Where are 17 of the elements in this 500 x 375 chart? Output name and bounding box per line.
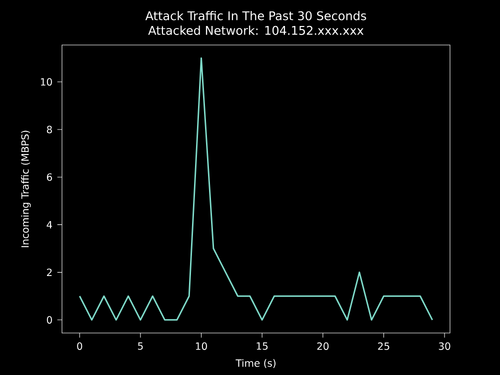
x-tick-label: 5	[138, 342, 143, 350]
y-tick-label: 4	[46, 221, 52, 228]
y-axis-title: Incoming Traffic (MBPS)	[21, 130, 31, 248]
y-tick-label: 8	[46, 126, 52, 134]
x-tick-label: 10	[196, 342, 207, 350]
y-tick-label: 0	[46, 316, 52, 324]
x-tick-label: 15	[256, 342, 268, 350]
x-tick-label: 25	[378, 342, 390, 350]
chart-subtitle: Attacked Network: 104.152.xxx.xxx	[148, 26, 364, 35]
y-tick-label: 6	[46, 173, 52, 181]
x-tick-label: 20	[317, 342, 329, 350]
y-tick-label: 10	[41, 78, 52, 86]
chart-title: Attack Traffic In The Past 30 Seconds	[145, 11, 366, 20]
x-tick-label: 0	[77, 342, 82, 350]
x-tick-label: 30	[438, 342, 450, 350]
x-axis-title: Time (s)	[236, 359, 276, 368]
y-tick-label: 2	[46, 268, 52, 276]
